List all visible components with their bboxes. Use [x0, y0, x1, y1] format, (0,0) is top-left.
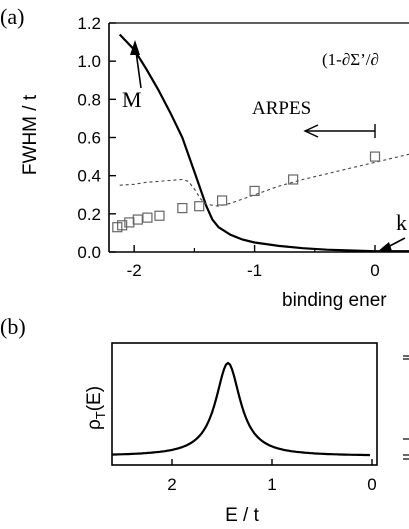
weight-dashed-line	[119, 153, 409, 207]
arpes-data-point	[154, 210, 165, 221]
panel-a-ylabel: FWHM / t	[20, 94, 41, 175]
point-m-arrow	[130, 40, 142, 89]
panel-b-frame	[111, 342, 378, 466]
panel-b-label: (b)	[0, 314, 26, 339]
panel-a-ytick-label: 0.0	[77, 243, 101, 262]
point-k-arrow	[377, 237, 406, 252]
panel-a-ytick-label: 0.6	[77, 129, 101, 148]
arpes-data-point	[216, 195, 228, 206]
fwhm-line	[118, 33, 409, 253]
panel-a-xlabel: binding ener	[282, 290, 387, 311]
point-k-label: k	[396, 210, 407, 235]
arpes-data-point	[142, 212, 153, 223]
panel-a-ytick-label: 0.8	[77, 90, 101, 109]
panel-b-ylabel-tail: (E)	[84, 386, 105, 411]
panel-a-ytick-label: 1.0	[77, 52, 101, 71]
panel-b-ylabel-sub: T	[93, 411, 108, 419]
panel-a-weight-annotation: (1-∂Σ’/∂	[322, 50, 379, 69]
panel-b-xtick-label: 1	[267, 475, 276, 494]
panel-a-ytick-label: 0.4	[77, 167, 101, 186]
arpes-data-point	[132, 214, 143, 225]
arpes-data-point	[288, 174, 299, 185]
point-m-label: M	[122, 87, 142, 112]
panel-b-ylabel-rho: ρ	[84, 419, 105, 430]
arpes-data-point	[117, 220, 128, 231]
panel-b-xtick-label: 0	[367, 475, 376, 494]
dos-curve	[111, 361, 371, 457]
panel-b-right-fragment	[403, 355, 409, 460]
arpes-data-point	[249, 185, 260, 197]
panel-a-xtick-label: 0	[370, 261, 379, 280]
panel-a-label: (a)	[0, 4, 24, 29]
panel-a-ytick-label: 1.2	[77, 14, 101, 33]
arpes-arrow	[303, 124, 376, 138]
panel-a-xtick-label: -1	[247, 261, 262, 280]
arpes-data-point	[369, 151, 381, 162]
arpes-data-point	[177, 203, 188, 214]
panel-b-xlabel: E / t	[225, 505, 260, 526]
arpes-label: ARPES	[252, 98, 311, 119]
panel-a-xtick-label: -2	[127, 261, 142, 280]
panel-b-ylabel: ρT(E)	[84, 386, 108, 430]
panel-a-ytick-label: 0.2	[77, 205, 101, 224]
panel-b-xtick-label: 2	[167, 475, 176, 494]
arpes-data-point	[194, 201, 205, 212]
